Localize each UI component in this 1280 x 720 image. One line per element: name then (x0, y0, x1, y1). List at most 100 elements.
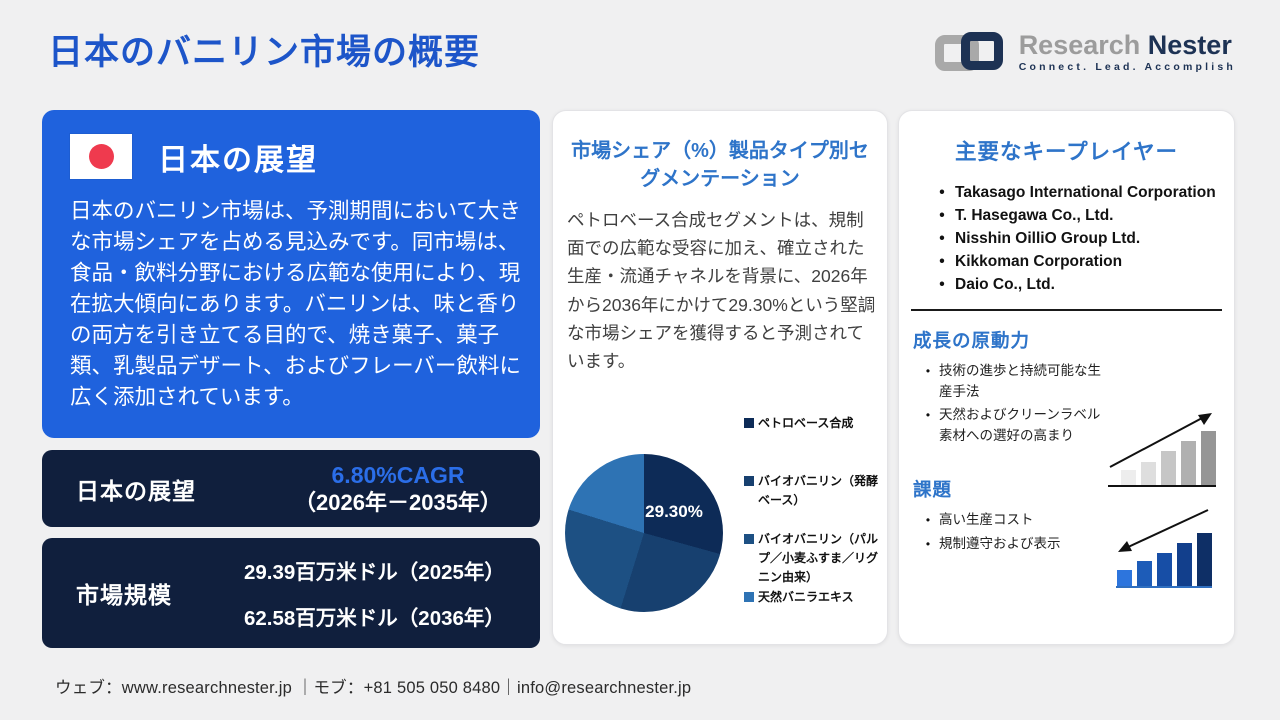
list-item: • Nisshin OilliO Group Ltd. (929, 227, 1224, 250)
list-item: • Takasago International Corporation (929, 181, 1224, 204)
outlook-body-text: 日本のバニリン市場は、予測期間において大きな市場シェアを占める見込みです。同市場… (70, 199, 521, 409)
challenges-list: • 高い生産コスト • 規制遵守および表示 (917, 510, 1112, 554)
market-size-2025: 29.39百万米ドル（2025年） (244, 561, 505, 584)
market-size-card: 市場規模 29.39百万米ドル（2025年） 62.58百万米ドル（2036年） (42, 538, 540, 648)
cagr-period: （2026年－2035年） (294, 489, 502, 515)
logo-link-navy (960, 32, 1003, 70)
bar-icon-segment (1181, 441, 1196, 485)
list-item: • 高い生産コスト (917, 510, 1112, 531)
market-size-label: 市場規模 (76, 582, 172, 608)
logo-name: Research Nester (1019, 31, 1236, 59)
bar-icon-segment (1121, 470, 1136, 485)
legend-item: 天然バニラエキス (744, 588, 886, 607)
down-left-arrow-icon (1118, 509, 1209, 552)
bar-icon-segment (1141, 462, 1156, 485)
company-name: Nisshin OilliO Group Ltd. (955, 230, 1141, 247)
growth-driver-text: 天然およびクリーンラベル素材への選好の高まり (939, 407, 1101, 443)
legend-label: バイオバニリン（発酵ベース） (758, 474, 879, 507)
japan-flag-circle (88, 144, 114, 169)
legend-label: ペトロベース合成 (758, 416, 854, 430)
challenge-text: 高い生産コスト (939, 512, 1034, 527)
legend-swatch-icon (744, 476, 754, 486)
company-name: Kikkoman Corporation (955, 253, 1123, 270)
cagr-card-label: 日本の展望 (76, 477, 196, 504)
segmentation-panel: 市場シェア（%）製品タイプ別セグメンテーション ペトロベース合成セグメントは、規… (552, 110, 888, 645)
challenges-bar-chart-icon (1116, 506, 1212, 588)
logo-name-nester: Nester (1147, 30, 1232, 60)
page-title: 日本のバニリン市場の概要 (48, 33, 481, 72)
challenges-row: • 高い生産コスト • 規制遵守および表示 (917, 509, 1234, 588)
cagr-card-values: 6.80%CAGR （2026年－2035年） (234, 462, 502, 516)
list-item: • Kikkoman Corporation (929, 250, 1224, 273)
company-name: T. Hasegawa Co., Ltd. (955, 207, 1114, 224)
bar-icon-segment (1117, 570, 1132, 586)
bar-icon-segment (1177, 543, 1192, 586)
legend-item: ペトロベース合成 (744, 414, 886, 433)
growth-drivers-row: • 技術の進歩と持続可能な生産手法 • 天然およびクリーンラベル素材への選好の高まり (917, 361, 1234, 487)
list-item: • 天然およびクリーンラベル素材への選好の高まり (917, 405, 1112, 446)
list-item: • 技術の進歩と持続可能な生産手法 (917, 361, 1112, 402)
pie-chart-wrap: 29.30% (565, 454, 723, 612)
key-players-heading: 主要なキープレイヤー (954, 140, 1179, 164)
key-players-panel: 主要なキープレイヤー • Takasago International Corpo… (898, 110, 1235, 645)
company-name: Takasago International Corporation (955, 184, 1216, 201)
challenge-text: 規制遵守および表示 (939, 535, 1061, 551)
cagr-value: 6.80%CAGR (331, 461, 465, 488)
segmentation-heading: 市場シェア（%）製品タイプ別セグメンテーション (571, 140, 869, 190)
research-nester-logo: Research Nester Connect. Lead. Accomplis… (934, 26, 1236, 78)
legend-label: 天然バニラエキス (758, 590, 854, 604)
logo-tagline: Connect. Lead. Accomplish (1018, 61, 1236, 73)
company-name: Daio Co., Ltd. (955, 276, 1055, 293)
bullet-icon: • (939, 253, 945, 270)
bar-icon-segment (1161, 451, 1176, 485)
legend-swatch-icon (744, 534, 754, 544)
pie-chart-legend: ペトロベース合成 バイオバニリン（発酵ベース） バイオバニリン（パルプ／小麦ふす… (744, 414, 886, 607)
bullet-icon: • (925, 364, 931, 378)
legend-item: バイオバニリン（発酵ベース） (744, 472, 886, 510)
growth-bar-chart-icon (1108, 403, 1216, 487)
pie-chart-share-label: 29.30% (645, 502, 703, 522)
up-trend-arrow-icon (1109, 413, 1212, 468)
bullet-icon: • (939, 276, 945, 293)
market-size-2036: 62.58百万米ドル（2036年） (244, 607, 505, 630)
challenges-heading: 課題 (913, 479, 953, 500)
bullet-icon: • (939, 207, 945, 224)
growth-baseline (1108, 485, 1216, 487)
growth-driver-text: 技術の進歩と持続可能な生産手法 (939, 363, 1101, 399)
japan-outlook-card: 日本の展望 日本のバニリン市場は、予測期間において大きな市場シェアを占める見込み… (42, 110, 540, 438)
bullet-icon: • (925, 513, 931, 527)
legend-item: バイオバニリン（パルプ／小麦ふすま／リグニン由来） (744, 530, 886, 587)
bullet-icon: • (939, 184, 945, 201)
bar-icon-segment (1137, 561, 1152, 586)
challenges-bars (1116, 533, 1212, 586)
bullet-icon: • (939, 230, 945, 247)
logo-link-gray (934, 35, 979, 71)
challenges-baseline (1116, 586, 1212, 588)
key-players-list: • Takasago International Corporation • T. … (929, 181, 1224, 296)
growth-drivers-list: • 技術の進歩と持続可能な生産手法 • 天然およびクリーンラベル素材への選好の高まり (917, 361, 1112, 446)
market-size-values: 29.39百万米ドル（2025年） 62.58百万米ドル（2036年） (244, 555, 505, 631)
cagr-card: 日本の展望 6.80%CAGR （2026年－2035年） (42, 450, 540, 527)
footer-contact-info: ウェブ：www.researchnester.jp ｜モブ：+81 505 05… (55, 679, 692, 697)
bullet-icon: • (925, 408, 931, 422)
japan-flag-icon (70, 134, 132, 179)
growth-bars (1108, 431, 1216, 485)
chain-links-logo-icon (934, 26, 1007, 78)
bar-icon-segment (1157, 553, 1172, 586)
bullet-icon: • (925, 536, 931, 551)
logo-name-research: Research (1018, 30, 1148, 60)
list-item: • Daio Co., Ltd. (929, 273, 1224, 296)
logo-text: Research Nester Connect. Lead. Accomplis… (1019, 31, 1236, 73)
outlook-heading: 日本の展望 (158, 143, 318, 177)
outlook-header-row: 日本の展望 (70, 134, 524, 179)
list-item: • T. Hasegawa Co., Ltd. (929, 204, 1224, 227)
growth-drivers-heading: 成長の原動力 (913, 330, 1031, 351)
divider (911, 309, 1222, 311)
list-item: • 規制遵守および表示 (917, 534, 1112, 555)
legend-swatch-icon (744, 418, 754, 428)
legend-label: バイオバニリン（パルプ／小麦ふすま／リグニン由来） (758, 532, 879, 584)
bar-icon-segment (1201, 431, 1216, 485)
bar-icon-segment (1197, 533, 1212, 586)
segmentation-body-text: ペトロベース合成セグメントは、規制面での広範な受容に加え、確立された生産・流通チ… (567, 210, 876, 372)
